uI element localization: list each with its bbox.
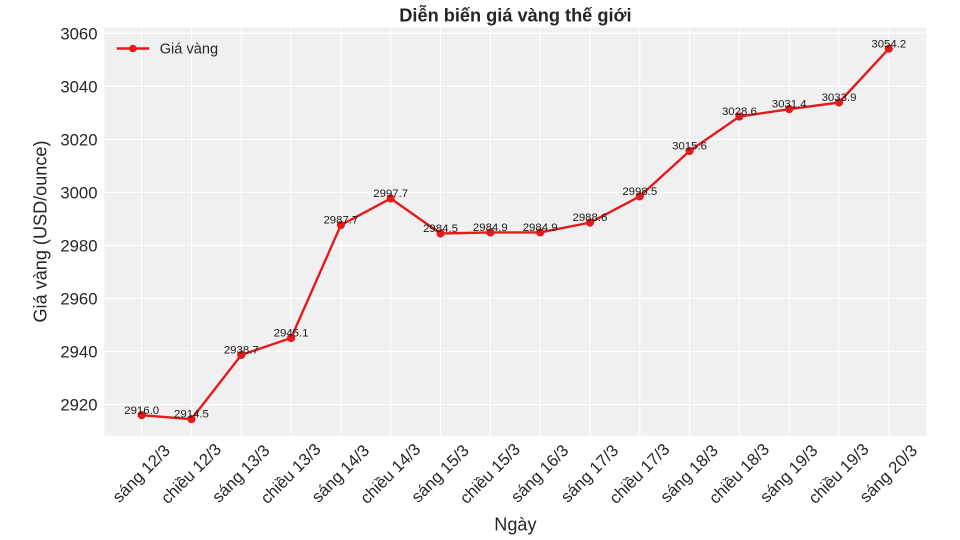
svg-text:2920: 2920 [60,396,97,415]
svg-text:2987.7: 2987.7 [323,215,358,227]
svg-text:Ngày: Ngày [494,515,537,535]
svg-text:2984.9: 2984.9 [523,222,558,234]
svg-text:2916.0: 2916.0 [124,405,159,417]
svg-text:3000: 3000 [60,183,97,202]
svg-text:2980: 2980 [60,236,97,255]
svg-text:2938.7: 2938.7 [224,345,259,357]
svg-text:2998.5: 2998.5 [622,186,657,198]
svg-text:3054.2: 3054.2 [871,38,906,50]
svg-text:2997.7: 2997.7 [373,188,408,200]
svg-text:Giá vàng: Giá vàng [160,42,218,58]
svg-text:Giá vàng (USD/ounce): Giá vàng (USD/ounce) [31,140,51,322]
svg-text:3028.6: 3028.6 [722,106,757,118]
svg-text:2988.6: 2988.6 [573,212,608,224]
svg-text:2984.9: 2984.9 [473,222,508,234]
svg-text:3031.4: 3031.4 [772,99,807,111]
svg-text:3033.9: 3033.9 [822,92,857,104]
svg-text:2984.5: 2984.5 [423,223,458,235]
svg-text:2940: 2940 [60,343,97,362]
svg-text:3020: 3020 [60,130,97,149]
svg-text:3060: 3060 [60,24,97,43]
svg-text:2945.1: 2945.1 [274,328,309,340]
svg-text:2960: 2960 [60,289,97,308]
svg-text:3015.6: 3015.6 [672,141,707,153]
svg-text:Diễn biến giá vàng thế giới: Diễn biến giá vàng thế giới [399,5,631,26]
svg-text:3040: 3040 [60,77,97,96]
svg-text:2914.5: 2914.5 [174,409,209,421]
